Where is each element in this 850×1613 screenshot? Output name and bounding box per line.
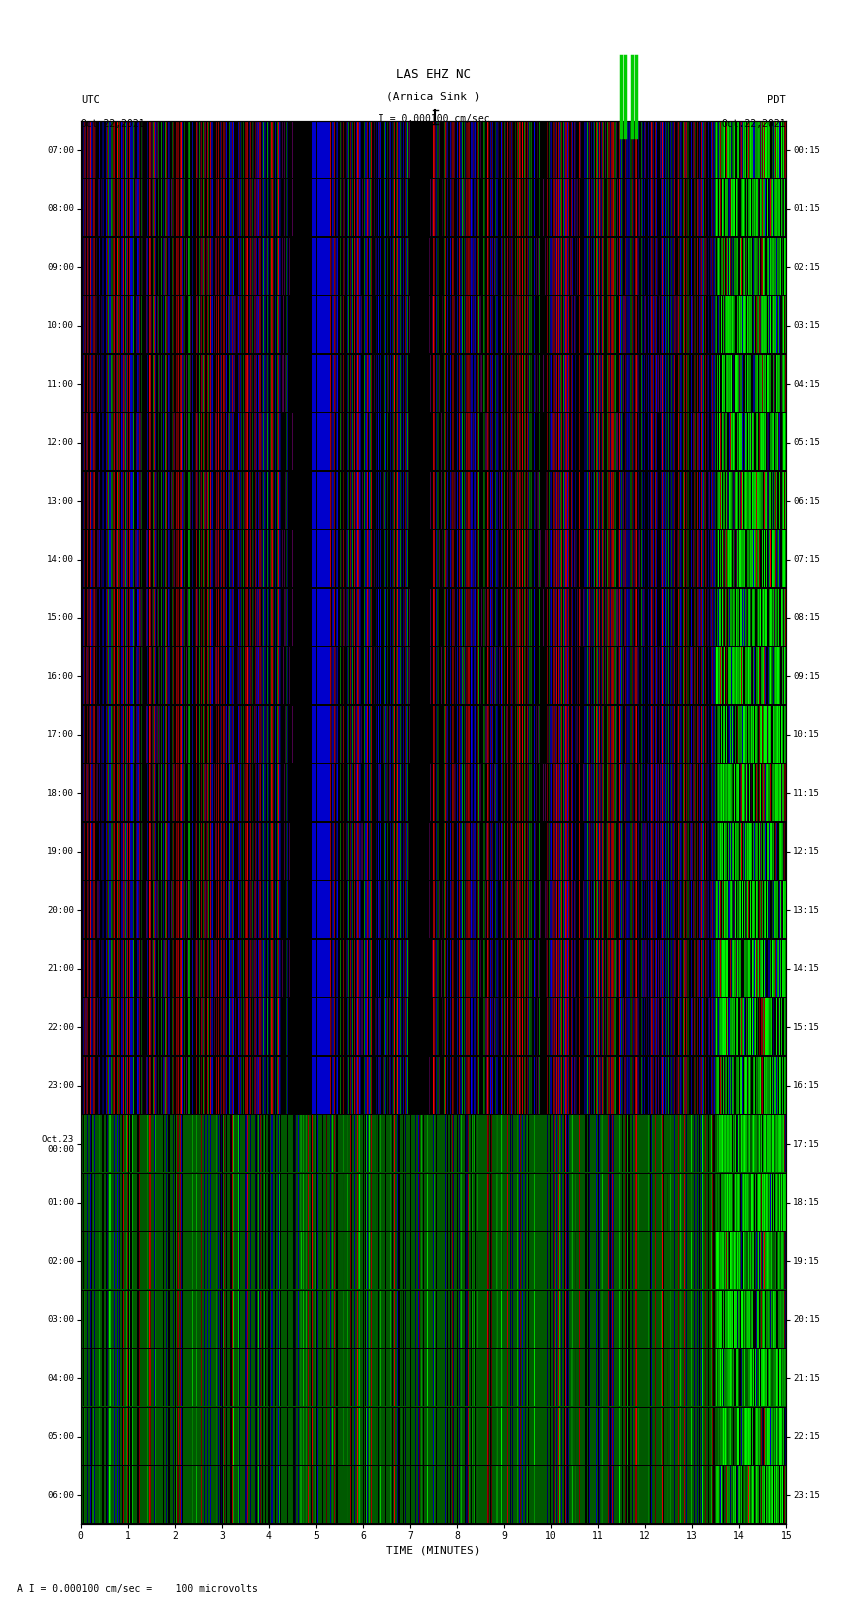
Text: Oct.22,2021: Oct.22,2021 — [722, 119, 786, 129]
Text: PDT: PDT — [768, 95, 786, 105]
Text: (Arnica Sink ): (Arnica Sink ) — [386, 92, 481, 102]
Text: UTC: UTC — [81, 95, 99, 105]
Text: Oct.22,2021: Oct.22,2021 — [81, 119, 145, 129]
X-axis label: TIME (MINUTES): TIME (MINUTES) — [386, 1545, 481, 1555]
Text: I = 0.000100 cm/sec: I = 0.000100 cm/sec — [377, 115, 490, 124]
Text: A I = 0.000100 cm/sec =    100 microvolts: A I = 0.000100 cm/sec = 100 microvolts — [17, 1584, 258, 1594]
Text: LAS EHZ NC: LAS EHZ NC — [396, 68, 471, 81]
